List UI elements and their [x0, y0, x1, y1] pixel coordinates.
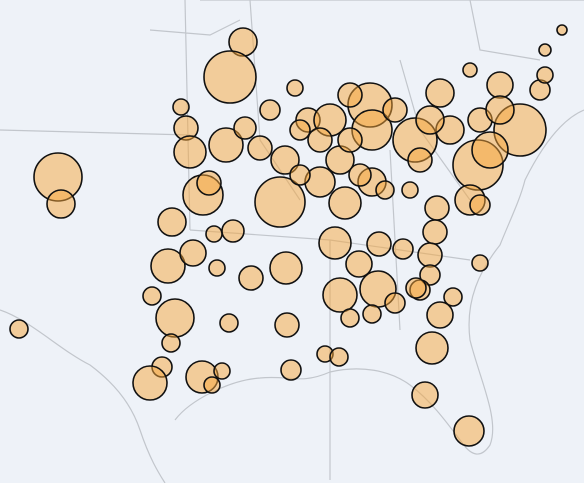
- bubble: [318, 226, 352, 260]
- bubble: [340, 308, 360, 328]
- bubble: [422, 219, 448, 245]
- bubble: [259, 99, 281, 121]
- bubble: [208, 127, 244, 163]
- bubble: [329, 347, 349, 367]
- bubble: [375, 180, 395, 200]
- bubble: [392, 238, 414, 260]
- bubble: [203, 376, 221, 394]
- bubble: [538, 43, 552, 57]
- bubble: [322, 277, 358, 313]
- bubble: [485, 95, 515, 125]
- bubble: [157, 207, 187, 237]
- bubble: [348, 163, 372, 187]
- bubble: [366, 231, 392, 257]
- bubble: [328, 186, 362, 220]
- bubble: [384, 292, 406, 314]
- bubble: [337, 82, 363, 108]
- bubble: [405, 277, 427, 299]
- bubble: [173, 135, 207, 169]
- bubble: [362, 304, 382, 324]
- bubble: [161, 333, 181, 353]
- bubble: [411, 381, 439, 409]
- bubble: [254, 176, 306, 228]
- bubble: [337, 127, 363, 153]
- bubble: [469, 194, 491, 216]
- bubble: [289, 164, 311, 186]
- bubble: [453, 415, 485, 447]
- bubble: [415, 105, 445, 135]
- bubble: [280, 359, 302, 381]
- bubble: [213, 362, 231, 380]
- bubble: [345, 250, 373, 278]
- bubble: [196, 170, 222, 196]
- bubble: [46, 189, 76, 219]
- bubble: [208, 259, 226, 277]
- bubble: [270, 145, 300, 175]
- bubble: [9, 319, 29, 339]
- bubble: [424, 195, 450, 221]
- bubble: [221, 219, 245, 243]
- bubble: [150, 248, 186, 284]
- bubble: [219, 313, 239, 333]
- bubble: [419, 264, 441, 286]
- bubble: [142, 286, 162, 306]
- bubble: [471, 254, 489, 272]
- bubble: [556, 24, 568, 36]
- bubble: [289, 119, 311, 141]
- bubble: [486, 71, 514, 99]
- bubble: [415, 331, 449, 365]
- bubble: [425, 78, 455, 108]
- bubble: [233, 116, 257, 140]
- bubble: [417, 242, 443, 268]
- bubble: [238, 265, 264, 291]
- bubble: [286, 79, 304, 97]
- bubble: [471, 131, 509, 169]
- bubble: [179, 239, 207, 267]
- bubble: [155, 298, 195, 338]
- bubble: [274, 312, 300, 338]
- bubble: [247, 135, 273, 161]
- bubble: [307, 127, 333, 153]
- bubble: [203, 50, 257, 104]
- bubble: [407, 147, 433, 173]
- bubble: [269, 251, 303, 285]
- bubble: [172, 98, 190, 116]
- bubble: [382, 97, 408, 123]
- bubble: [443, 287, 463, 307]
- bubble: [536, 66, 554, 84]
- bubble: [205, 225, 223, 243]
- bubble: [462, 62, 478, 78]
- bubble: [426, 301, 454, 329]
- bubble: [401, 181, 419, 199]
- bubble: [132, 365, 168, 401]
